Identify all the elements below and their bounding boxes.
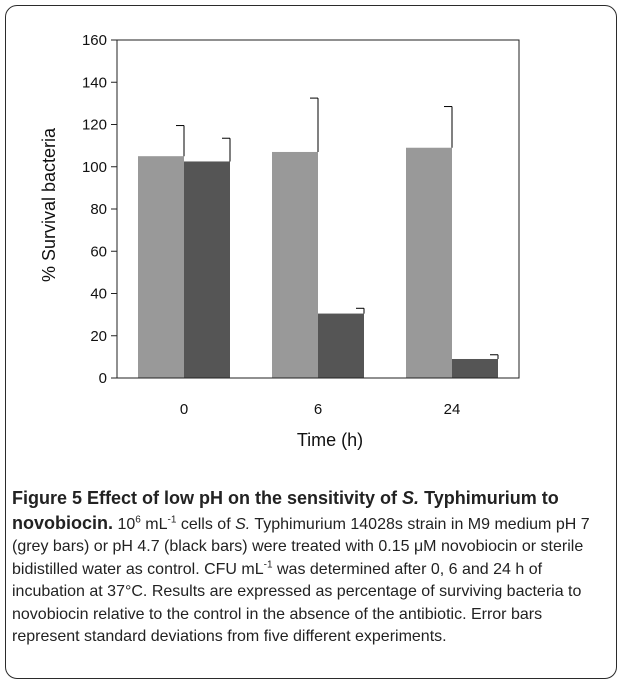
bar (184, 161, 230, 378)
caption-title: Figure 5 Effect of low pH on the sensiti… (12, 488, 559, 533)
caption-title-organism: S. (402, 488, 420, 508)
x-axis-title: Time (h) (297, 430, 363, 450)
y-tick-label: 140 (82, 74, 107, 91)
y-tick-label: 20 (90, 328, 107, 345)
bar (406, 147, 452, 378)
caption-text: Typhimurium 14028s strain in M9 medium p… (12, 515, 590, 578)
caption-title-text-b: Typhimurium to novobiocin. (12, 488, 559, 533)
caption-text: cells of (176, 515, 236, 533)
caption-superscript: 6 (135, 514, 141, 526)
caption-text: was determined after 0, 6 and 24 h of in… (12, 560, 582, 646)
y-tick-label: 80 (90, 201, 107, 218)
caption-text: mL (140, 515, 168, 533)
bar (272, 151, 318, 378)
bar (318, 313, 364, 378)
caption-title-text-a: Effect of low pH on the sensitivity of (82, 488, 403, 508)
axes-layer: 0 6 24 0 20 40 60 80 100 120 140 160 (82, 32, 520, 418)
figure-caption: Figure 5 Effect of low pH on the sensiti… (12, 487, 610, 649)
y-tick-label: 40 (90, 286, 107, 303)
caption-text: 10 (113, 515, 136, 533)
bar (452, 358, 498, 378)
caption-superscript: -1 (167, 514, 177, 526)
y-axis-title: % Survival bacteria (39, 127, 59, 282)
y-tick-label: 0 (99, 370, 107, 387)
bar-chart: 0 6 24 0 20 40 60 80 100 120 140 160 % Survival bac… (39, 32, 520, 450)
caption-organism: S. (235, 515, 251, 533)
x-tick-label: 24 (444, 401, 461, 418)
figure-label: Figure 5 (12, 488, 83, 508)
bar (138, 156, 184, 378)
caption-superscript: -1 (263, 559, 273, 571)
x-tick-label: 0 (180, 401, 188, 418)
x-tick-label: 6 (314, 401, 322, 418)
bars-layer (138, 97, 499, 378)
y-tick-label: 120 (82, 117, 107, 134)
y-tick-label: 100 (82, 159, 107, 176)
y-tick-label: 160 (82, 32, 107, 49)
y-tick-label: 60 (90, 243, 107, 260)
